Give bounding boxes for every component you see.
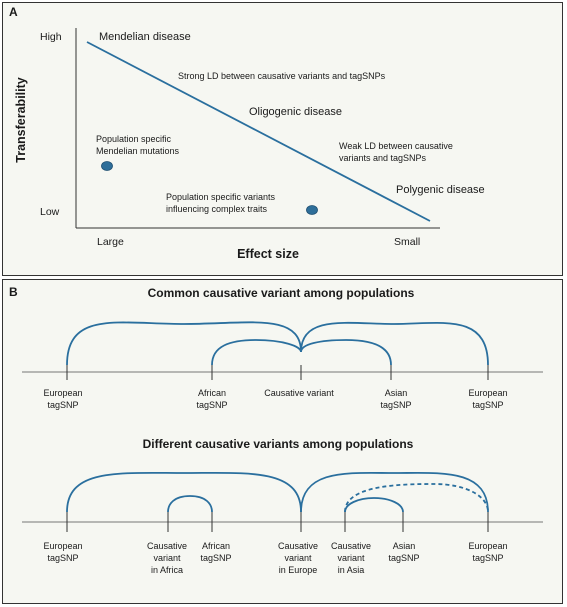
common-african-1: African: [198, 388, 226, 398]
weak-ld-label-2: variants and tagSNPs: [339, 153, 427, 163]
diff-causative-africa-3: in Africa: [151, 565, 183, 575]
common-african-2: tagSNP: [196, 400, 227, 410]
arc-europe-european-right: [300, 471, 489, 513]
diff-causative-europe-2: variant: [284, 553, 312, 563]
panel-a-label: A: [9, 5, 18, 19]
common-european-left-2: tagSNP: [47, 400, 78, 410]
arc-causative-asian: [300, 339, 392, 366]
arc-african-causative: [211, 339, 302, 366]
diff-european-right-2: tagSNP: [472, 553, 503, 563]
pop-complex-label-1: Population specific variants: [166, 192, 276, 202]
x-small-label: Small: [394, 236, 420, 248]
different-variants-title: Different causative variants among popul…: [143, 437, 414, 451]
panel-b-label: B: [9, 285, 18, 299]
arc-european-left-europe: [66, 471, 302, 513]
mendelian-label: Mendelian disease: [99, 31, 191, 43]
common-european-right-2: tagSNP: [472, 400, 503, 410]
arc-causative-european-right: [300, 321, 489, 366]
diff-african-1: African: [202, 541, 230, 551]
pop-mendelian-label-1: Population specific: [96, 134, 172, 144]
x-axis-label: Effect size: [237, 247, 299, 261]
diff-causative-asia-2: variant: [337, 553, 365, 563]
transferability-line: [86, 41, 431, 222]
diff-causative-europe-1: Causative: [278, 541, 318, 551]
diff-european-left-2: tagSNP: [47, 553, 78, 563]
common-labels: European tagSNP African tagSNP Causative…: [43, 388, 507, 410]
oligogenic-label: Oligogenic disease: [249, 106, 342, 118]
pop-complex-label-2: influencing complex traits: [166, 204, 268, 214]
diff-african-2: tagSNP: [200, 553, 231, 563]
common-european-left-1: European: [43, 388, 82, 398]
weak-ld-label-1: Weak LD between causative: [339, 141, 453, 151]
diff-asian-2: tagSNP: [388, 553, 419, 563]
diff-causative-asia-1: Causative: [331, 541, 371, 551]
common-causative: Causative variant: [264, 388, 334, 398]
common-european-right-1: European: [468, 388, 507, 398]
pop-complex-dot: [306, 205, 318, 215]
different-arcs: [66, 471, 489, 513]
common-asian-1: Asian: [385, 388, 408, 398]
panel-b: [2, 279, 563, 604]
y-high-label: High: [40, 31, 62, 43]
diff-causative-africa-1: Causative: [147, 541, 187, 551]
pop-mendelian-dot: [101, 161, 113, 171]
common-arcs: [66, 321, 489, 366]
strong-ld-label: Strong LD between causative variants and…: [178, 71, 386, 81]
y-axis-label: Transferability: [14, 77, 28, 162]
diff-causative-asia-3: in Asia: [338, 565, 365, 575]
diff-causative-europe-3: in Europe: [279, 565, 318, 575]
arc-africa-african: [167, 495, 213, 513]
diff-causative-africa-2: variant: [153, 553, 181, 563]
common-variant-title: Common causative variant among populatio…: [148, 286, 415, 300]
diff-european-right-1: European: [468, 541, 507, 551]
arc-european-left-causative: [66, 321, 302, 366]
pop-mendelian-label-2: Mendelian mutations: [96, 146, 180, 156]
diff-asian-1: Asian: [393, 541, 416, 551]
panel-a: [2, 2, 563, 276]
common-ticks: [66, 365, 489, 380]
different-labels: European tagSNP Causative variant in Afr…: [43, 541, 507, 575]
arc-asia-asian: [344, 497, 404, 513]
y-low-label: Low: [40, 206, 60, 218]
different-ticks: [66, 512, 489, 532]
polygenic-label: Polygenic disease: [396, 184, 485, 196]
arc-asia-european-right-dashed: [344, 483, 489, 513]
common-asian-2: tagSNP: [380, 400, 411, 410]
x-large-label: Large: [97, 236, 124, 248]
diff-european-left-1: European: [43, 541, 82, 551]
